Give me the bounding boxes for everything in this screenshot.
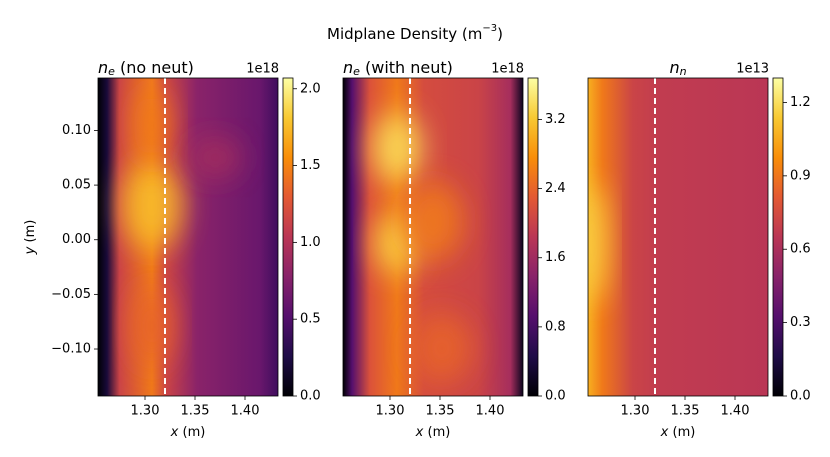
colorbar: [527, 77, 539, 397]
colorbar-tick-label: 0.9: [790, 168, 811, 183]
y-tick-label: −0.05: [51, 287, 91, 302]
plot-frame: [587, 77, 769, 397]
x-axis-label: x (m): [415, 425, 451, 440]
colorbar-tick-label: 0.6: [790, 242, 811, 257]
x-tick-label: 1.35: [671, 404, 700, 419]
panel-title: nn: [669, 58, 686, 79]
heatmap-image: [588, 78, 768, 396]
y-tick-label: 0.00: [62, 232, 91, 247]
x-tick-label: 1.35: [426, 404, 455, 419]
x-tick-label: 1.30: [131, 404, 160, 419]
y-axis-label: y (m): [23, 220, 38, 256]
colorbar-tick-label: 1.5: [300, 158, 321, 173]
panel-title: ne (with neut): [343, 58, 453, 79]
x-axis-label: x (m): [170, 425, 206, 440]
colorbar-tick-label: 0.8: [545, 319, 566, 334]
y-tick-label: 0.05: [62, 178, 91, 193]
x-tick-label: 1.40: [476, 404, 505, 419]
x-tick-label: 1.40: [231, 404, 260, 419]
colorbar-tick-label: 0.5: [300, 312, 321, 327]
x-tick-label: 1.30: [621, 404, 650, 419]
colorbar-tick-label: 0.0: [790, 389, 811, 404]
colorbar-tick-label: 0.0: [300, 389, 321, 404]
heatmap-image: [98, 78, 278, 396]
colorbar: [282, 77, 294, 397]
x-axis-label: x (m): [660, 425, 696, 440]
colorbar-tick-label: 2.4: [545, 181, 566, 196]
y-tick-label: −0.10: [51, 342, 91, 357]
plot-frame: [97, 77, 279, 397]
colorbar-tick-label: 2.0: [300, 81, 321, 96]
x-tick-label: 1.40: [721, 404, 750, 419]
plot-frame: [342, 77, 524, 397]
x-tick-label: 1.30: [376, 404, 405, 419]
panel: ne (no neut) 1.30 1.35 1.40 x (m) 0.10 0.05 0.0…: [23, 58, 321, 440]
colorbar-tick-label: 1.6: [545, 250, 566, 265]
colorbar-scale: 1e18: [491, 62, 524, 77]
y-tick-label: 0.10: [62, 123, 91, 138]
panel: nn 1.30 1.35 1.40 x (m) 0.0 0.3 0.6 0.9 1.2 1e13: [587, 58, 811, 440]
suptitle: Midplane Density (m−3): [327, 23, 503, 43]
colorbar-scale: 1e18: [246, 62, 279, 77]
colorbar-tick-label: 1.0: [300, 235, 321, 250]
panel-title: ne (no neut): [98, 58, 194, 79]
x-tick-label: 1.35: [181, 404, 210, 419]
panel: ne (with neut) 1.30 1.35 1.40 x (m) 0.0 0.8 1.6…: [342, 58, 566, 440]
colorbar: [772, 77, 784, 397]
colorbar-tick-label: 1.2: [790, 95, 811, 110]
colorbar-tick-label: 0.0: [545, 389, 566, 404]
colorbar-tick-label: 3.2: [545, 112, 566, 127]
heatmap-image: [343, 78, 523, 396]
colorbar-scale: 1e13: [736, 62, 769, 77]
colorbar-tick-label: 0.3: [790, 315, 811, 330]
